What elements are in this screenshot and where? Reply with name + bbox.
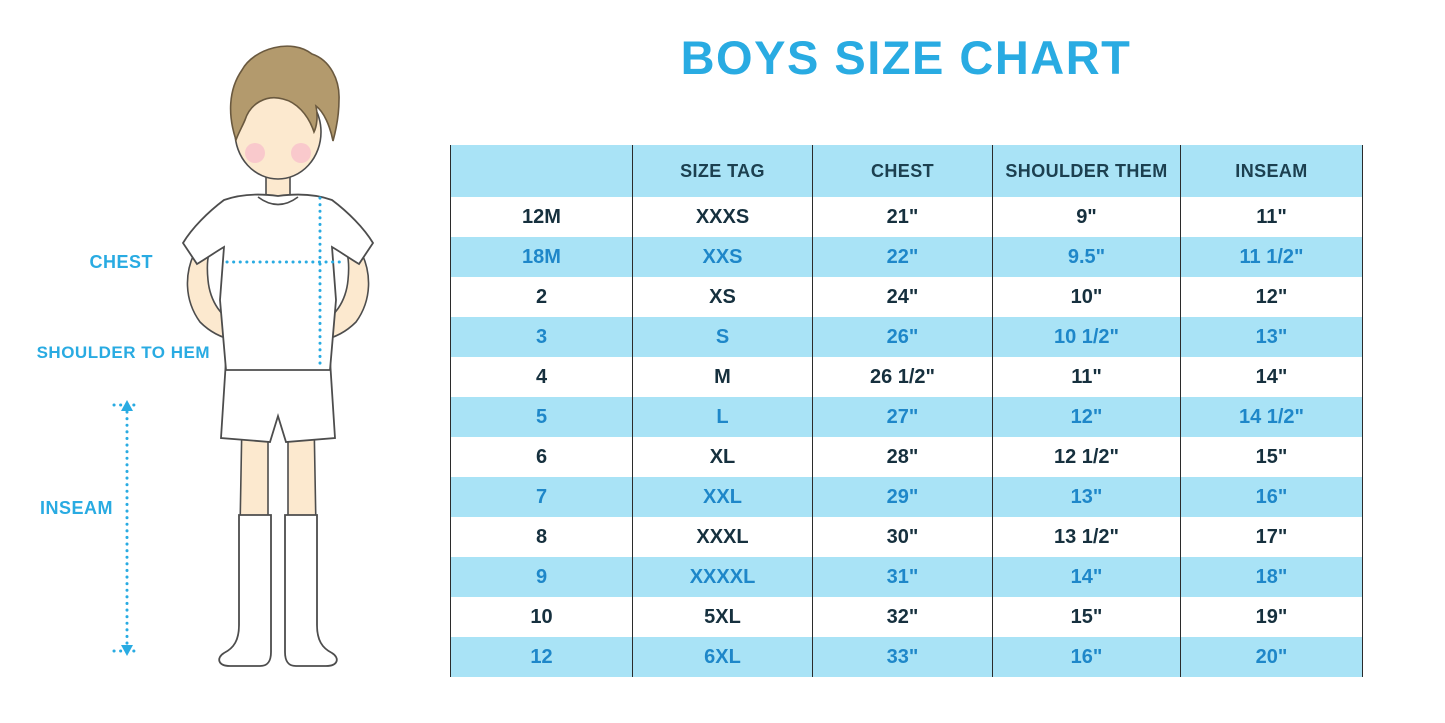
chest-cell: 26" xyxy=(812,317,993,357)
size-cell: 3 xyxy=(450,317,633,357)
table-row: 2 XS 24" 10" 12" xyxy=(450,277,1363,317)
size-tag-cell: XL xyxy=(632,437,813,477)
chest-label: CHEST xyxy=(89,252,153,272)
table-row: 12M XXXS 21" 9" 11" xyxy=(450,197,1363,237)
chest-cell: 31" xyxy=(812,557,993,597)
size-tag-cell: L xyxy=(632,397,813,437)
shoulder-cell: 15" xyxy=(992,597,1181,637)
chest-cell: 28" xyxy=(812,437,993,477)
inseam-cell: 11 1/2" xyxy=(1180,237,1363,277)
size-cell: 10 xyxy=(450,597,633,637)
inseam-cell: 12" xyxy=(1180,277,1363,317)
inseam-arrow-up xyxy=(121,400,133,411)
size-table-head-row: SIZE TAG CHEST SHOULDER THEM INSEAM xyxy=(450,145,1363,197)
shoulder-cell: 11" xyxy=(992,357,1181,397)
column-header: INSEAM xyxy=(1180,145,1363,197)
size-tag-cell: XXXL xyxy=(632,517,813,557)
chest-cell: 22" xyxy=(812,237,993,277)
boy-tshirt xyxy=(181,193,375,371)
chest-cell: 30" xyxy=(812,517,993,557)
size-cell: 8 xyxy=(450,517,633,557)
chest-cell: 29" xyxy=(812,477,993,517)
size-tag-cell: XXL xyxy=(632,477,813,517)
size-tag-cell: 5XL xyxy=(632,597,813,637)
boy-right-cheek xyxy=(291,143,311,163)
boy-shorts xyxy=(220,359,336,443)
table-row: 18M XXS 22" 9.5" 11 1/2" xyxy=(450,237,1363,277)
size-cell: 5 xyxy=(450,397,633,437)
inseam-cell: 15" xyxy=(1180,437,1363,477)
column-header xyxy=(450,145,633,197)
size-cell: 2 xyxy=(450,277,633,317)
inseam-cell: 16" xyxy=(1180,477,1363,517)
shoulder-to-hem-label: SHOULDER TO HEM xyxy=(37,343,210,362)
size-cell: 9 xyxy=(450,557,633,597)
shoulder-cell: 12" xyxy=(992,397,1181,437)
boy-collar xyxy=(257,196,299,206)
boy-figure-illustration: CHEST SHOULDER TO HEM INSEAM xyxy=(37,45,375,667)
column-header: CHEST xyxy=(812,145,993,197)
inseam-cell: 19" xyxy=(1180,597,1363,637)
size-cell: 12M xyxy=(450,197,633,237)
size-tag-cell: M xyxy=(632,357,813,397)
figure-panel: CHEST SHOULDER TO HEM INSEAM xyxy=(0,0,450,723)
inseam-cell: 20" xyxy=(1180,637,1363,677)
column-header: SHOULDER THEM xyxy=(992,145,1181,197)
size-tag-cell: XXS xyxy=(632,237,813,277)
chest-cell: 21" xyxy=(812,197,993,237)
boy-left-cheek xyxy=(245,143,265,163)
column-header: SIZE TAG xyxy=(632,145,813,197)
shoulder-cell: 9.5" xyxy=(992,237,1181,277)
chest-cell: 24" xyxy=(812,277,993,317)
size-tag-cell: S xyxy=(632,317,813,357)
table-row: 12 6XL 33" 16" 20" xyxy=(450,637,1363,677)
chest-cell: 26 1/2" xyxy=(812,357,993,397)
chest-cell: 32" xyxy=(812,597,993,637)
table-row: 8 XXXL 30" 13 1/2" 17" xyxy=(450,517,1363,557)
inseam-label: INSEAM xyxy=(40,498,113,518)
inseam-cell: 18" xyxy=(1180,557,1363,597)
table-row: 6 XL 28" 12 1/2" 15" xyxy=(450,437,1363,477)
shoulder-cell: 9" xyxy=(992,197,1181,237)
table-row: 3 S 26" 10 1/2" 13" xyxy=(450,317,1363,357)
size-tag-cell: XXXS xyxy=(632,197,813,237)
size-cell: 12 xyxy=(450,637,633,677)
shoulder-cell: 10 1/2" xyxy=(992,317,1181,357)
chest-cell: 27" xyxy=(812,397,993,437)
size-cell: 6 xyxy=(450,437,633,477)
table-row: 4 M 26 1/2" 11" 14" xyxy=(450,357,1363,397)
size-cell: 18M xyxy=(450,237,633,277)
shoulder-cell: 12 1/2" xyxy=(992,437,1181,477)
chest-cell: 33" xyxy=(812,637,993,677)
inseam-cell: 11" xyxy=(1180,197,1363,237)
shoulder-cell: 13" xyxy=(992,477,1181,517)
inseam-cell: 14" xyxy=(1180,357,1363,397)
inseam-cell: 13" xyxy=(1180,317,1363,357)
size-cell: 4 xyxy=(450,357,633,397)
boy-left-sock xyxy=(218,514,272,667)
table-row: 5 L 27" 12" 14 1/2" xyxy=(450,397,1363,437)
shoulder-cell: 14" xyxy=(992,557,1181,597)
inseam-cell: 17" xyxy=(1180,517,1363,557)
table-row: 10 5XL 32" 15" 19" xyxy=(450,597,1363,637)
inseam-cell: 14 1/2" xyxy=(1180,397,1363,437)
shoulder-cell: 13 1/2" xyxy=(992,517,1181,557)
size-tag-cell: XS xyxy=(632,277,813,317)
inseam-arrow-down xyxy=(121,645,133,656)
size-table-body: 12M XXXS 21" 9" 11" 18M XXS 22" 9.5" 11 … xyxy=(450,197,1363,677)
table-row: 7 XXL 29" 13" 16" xyxy=(450,477,1363,517)
size-tag-cell: 6XL xyxy=(632,637,813,677)
size-tag-cell: XXXXL xyxy=(632,557,813,597)
shoulder-cell: 16" xyxy=(992,637,1181,677)
boy-right-sock xyxy=(284,514,338,667)
shoulder-cell: 10" xyxy=(992,277,1181,317)
page-title: BOYS SIZE CHART xyxy=(680,31,1132,84)
size-cell: 7 xyxy=(450,477,633,517)
size-chart-table: SIZE TAG CHEST SHOULDER THEM INSEAM 12M XXX… xyxy=(450,145,1363,677)
table-row: 9 XXXXL 31" 14" 18" xyxy=(450,557,1363,597)
boy-hair xyxy=(229,45,340,143)
